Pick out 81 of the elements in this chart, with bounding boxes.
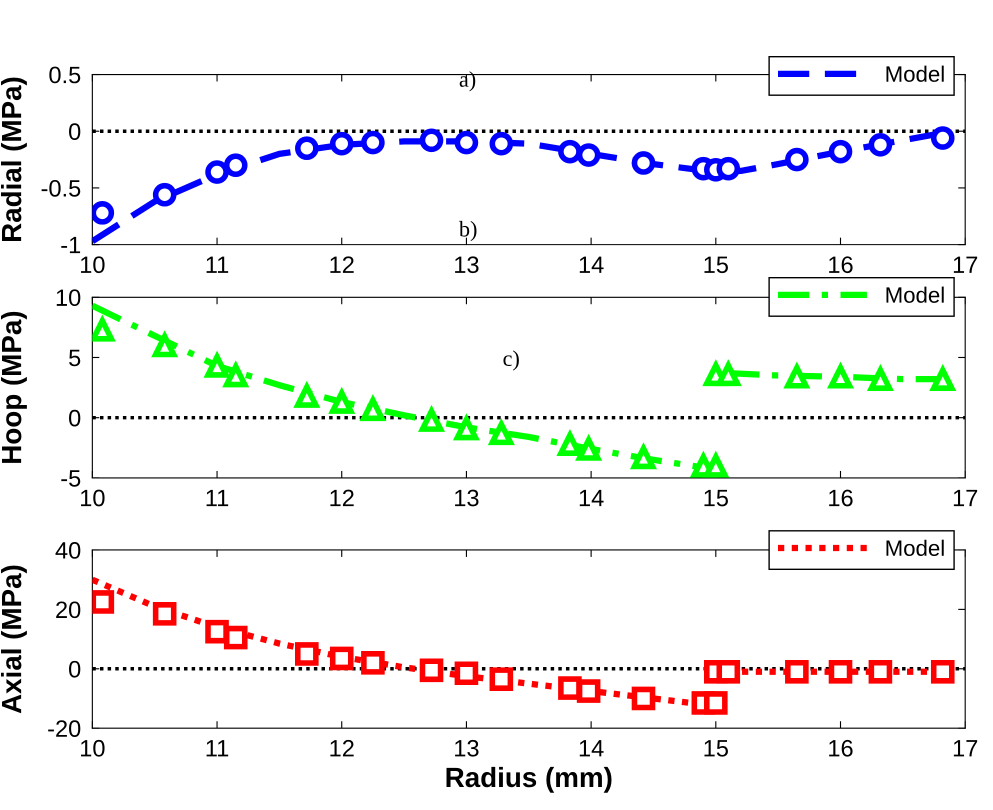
annotation: c) [503, 350, 519, 371]
x-tick-label: 16 [829, 490, 853, 506]
point [295, 642, 319, 666]
x-tick-label: 10 [81, 490, 105, 506]
x-tick-label: 10 [81, 740, 105, 757]
y-tick-label: 20 [56, 601, 80, 618]
x-tick-label: 11 [206, 490, 228, 506]
point [420, 658, 444, 682]
point [295, 136, 319, 160]
y-tick-label: -0.5 [42, 180, 80, 197]
y-tick-label: 0 [69, 660, 80, 678]
y-tick-label: 5 [69, 350, 80, 366]
x-axis-title: Radius (mm) [446, 766, 612, 793]
x-tick-label: 17 [954, 740, 978, 756]
y-tick-label: 0.5 [49, 66, 80, 84]
point [576, 143, 600, 167]
point [490, 667, 514, 691]
x-tick-label: 12 [330, 490, 354, 506]
x-tick-label: 17 [954, 256, 978, 273]
legend-label: Model [886, 66, 944, 82]
y-axis-title: Axial (MPa) [0, 566, 27, 714]
x-tick-label: 10 [81, 256, 105, 274]
x-tick-label: 12 [330, 740, 354, 756]
x-tick-label: 14 [580, 740, 604, 756]
point [330, 132, 354, 156]
point [704, 691, 728, 715]
x-tick-label: 15 [704, 256, 728, 274]
x-tick-label: 13 [455, 490, 479, 506]
x-tick-label: 16 [829, 256, 853, 274]
x-tick-label: 11 [206, 256, 228, 273]
point [828, 140, 852, 164]
point [558, 140, 582, 164]
point [152, 182, 176, 207]
point [420, 128, 444, 152]
x-tick-label: 14 [580, 256, 604, 273]
x-tick-label: 17 [954, 490, 978, 506]
point [224, 153, 248, 178]
y-tick-label: 10 [56, 289, 80, 306]
point [785, 148, 809, 172]
point [454, 130, 478, 154]
point [785, 660, 809, 684]
point [454, 661, 478, 686]
y-tick-label: 0 [69, 123, 80, 140]
point [632, 151, 656, 175]
point [205, 160, 229, 184]
legend-label: Model [886, 540, 944, 556]
y-axis-title: Hoop (MPa) [0, 312, 27, 463]
y-tick-label: -1 [61, 236, 80, 254]
x-tick-label: 14 [580, 490, 604, 506]
x-tick-label: 13 [455, 256, 479, 274]
point [576, 679, 600, 703]
point [361, 130, 385, 154]
point [716, 156, 740, 180]
x-tick-label: 15 [704, 740, 728, 757]
point [92, 201, 114, 225]
x-tick-label: 12 [330, 256, 354, 273]
point [930, 660, 955, 684]
point [868, 660, 892, 684]
x-tick-label: 16 [829, 740, 853, 757]
point [632, 686, 656, 710]
x-tick-label: 15 [704, 490, 728, 506]
point [92, 590, 114, 614]
y-axis-title: Radial (MPa) [0, 78, 27, 242]
x-tick-label: 11 [206, 740, 228, 756]
point [330, 646, 354, 670]
legend-label: Model [886, 286, 944, 303]
point [930, 126, 955, 150]
point [205, 620, 229, 644]
x-tick-label: 13 [455, 740, 479, 757]
point [490, 132, 514, 156]
point [152, 602, 176, 626]
y-tick-label: -20 [48, 720, 80, 737]
y-tick-label: 40 [56, 542, 80, 559]
point [828, 660, 852, 684]
point [224, 626, 248, 650]
annotation: b) [458, 220, 476, 242]
y-tick-label: -5 [61, 470, 80, 487]
point [868, 133, 892, 157]
point [716, 660, 740, 684]
y-tick-label: 0 [69, 410, 80, 426]
point [361, 651, 385, 675]
